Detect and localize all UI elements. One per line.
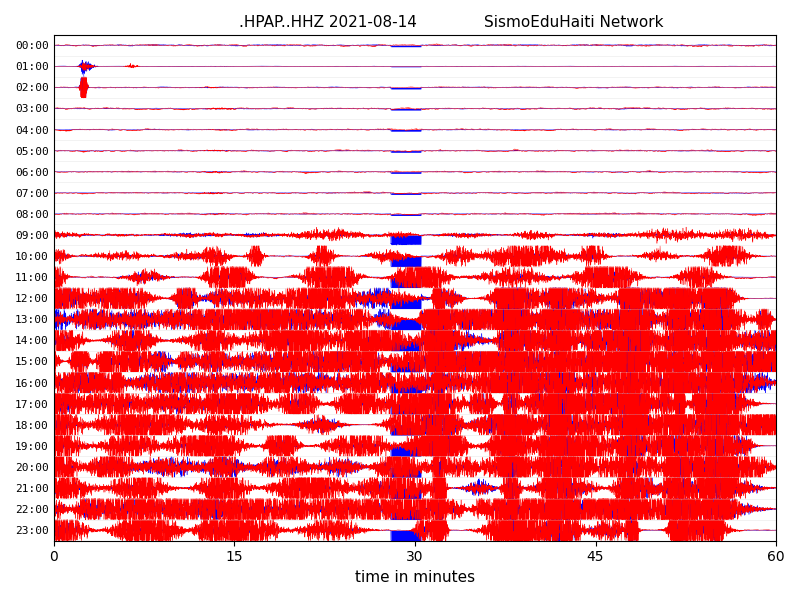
X-axis label: time in minutes: time in minutes — [355, 570, 475, 585]
Text: SismoEduHaiti Network: SismoEduHaiti Network — [484, 14, 664, 29]
Text: .HPAP..HHZ 2021-08-14: .HPAP..HHZ 2021-08-14 — [239, 14, 417, 29]
